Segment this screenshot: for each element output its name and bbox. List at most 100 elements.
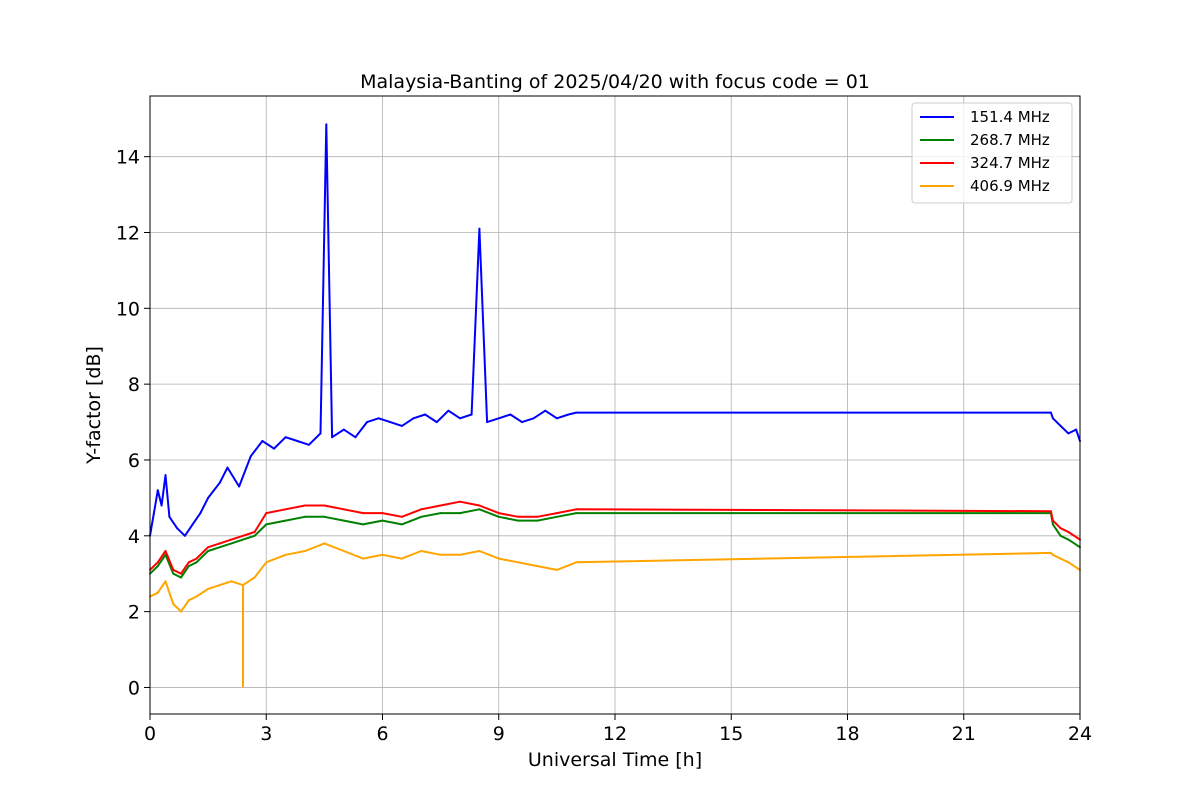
- data-point-268-7-mhz: [381, 519, 384, 522]
- data-point-324-7-mhz: [230, 538, 233, 541]
- y-tick-label: 14: [116, 147, 140, 169]
- data-point-151-4-mhz: [412, 417, 415, 420]
- series-line-268-7-mhz: [149, 508, 1081, 579]
- data-point-324-7-mhz: [1067, 531, 1070, 533]
- data-point-406-9-mhz: [517, 561, 520, 564]
- data-point-324-7-mhz: [164, 550, 167, 552]
- data-point-268-7-mhz: [323, 515, 326, 518]
- data-point-151-4-mhz: [261, 440, 264, 442]
- data-point-151-4-mhz: [1075, 428, 1078, 431]
- data-point-151-4-mhz: [152, 512, 155, 515]
- data-point-151-4-mhz: [331, 436, 334, 439]
- data-point-268-7-mhz: [242, 538, 244, 541]
- data-point-268-7-mhz: [420, 515, 423, 518]
- x-tick-label: 0: [144, 723, 156, 745]
- data-point-268-7-mhz: [497, 515, 500, 518]
- data-point-406-9-mhz: [439, 553, 442, 556]
- data-point-268-7-mhz: [517, 519, 520, 522]
- x-tick-label: 9: [493, 723, 505, 745]
- data-point-406-9-mhz: [1059, 557, 1062, 560]
- data-point-151-4-mhz: [307, 443, 310, 446]
- legend: 151.4 MHz 268.7 MHz 324.7 MHz 406.9 MHz: [911, 102, 1073, 204]
- data-point-324-7-mhz: [304, 504, 306, 507]
- y-tick-label: 4: [128, 526, 140, 548]
- data-point-324-7-mhz: [381, 512, 384, 515]
- data-point-151-4-mhz: [575, 411, 578, 414]
- data-point-151-4-mhz: [273, 447, 275, 450]
- data-point-151-4-mhz: [400, 424, 403, 427]
- y-tick-label: 2: [128, 602, 140, 624]
- series-line-324-7-mhz: [149, 500, 1081, 575]
- data-point-406-9-mhz: [187, 599, 190, 602]
- data-point-151-4-mhz: [354, 436, 357, 439]
- data-point-406-9-mhz: [575, 561, 578, 564]
- data-point-268-7-mhz: [304, 515, 306, 518]
- data-point-151-4-mhz: [191, 523, 194, 526]
- data-point-406-9-mhz: [1051, 553, 1054, 556]
- data-point-151-4-mhz: [183, 534, 186, 537]
- data-point-151-4-mhz: [342, 428, 345, 431]
- data-point-151-4-mhz: [199, 512, 202, 515]
- data-point-324-7-mhz: [1051, 519, 1054, 522]
- data-point-268-7-mhz: [207, 550, 210, 552]
- data-point-324-7-mhz: [342, 508, 345, 511]
- data-point-406-9-mhz: [420, 550, 423, 552]
- legend-label-406-mhz: 406.9 MHz: [970, 177, 1050, 195]
- data-point-151-4-mhz: [160, 504, 163, 507]
- data-point-268-7-mhz: [180, 576, 182, 579]
- data-point-324-7-mhz: [555, 512, 558, 515]
- data-point-324-7-mhz: [253, 531, 256, 533]
- data-point-268-7-mhz: [400, 523, 403, 526]
- data-point-268-7-mhz: [218, 546, 221, 549]
- data-point-324-7-mhz: [180, 572, 182, 575]
- chart-title: Malaysia-Banting of 2025/04/20 with focu…: [360, 71, 870, 93]
- data-point-324-7-mhz: [420, 508, 423, 511]
- data-point-151-4-mhz: [544, 409, 547, 412]
- data-point-406-9-mhz: [362, 557, 365, 560]
- data-point-151-4-mhz: [377, 417, 380, 420]
- data-point-406-9-mhz: [265, 561, 268, 564]
- data-point-324-7-mhz: [265, 512, 268, 515]
- y-tick-label: 10: [116, 298, 140, 320]
- data-point-324-7-mhz: [156, 561, 159, 564]
- x-tick-label: 18: [835, 723, 859, 745]
- data-point-268-7-mhz: [575, 512, 578, 515]
- data-point-406-9-mhz: [497, 557, 500, 560]
- data-point-324-7-mhz: [242, 534, 244, 537]
- legend-box: [911, 102, 1073, 204]
- data-point-324-7-mhz: [218, 542, 221, 545]
- data-point-151-4-mhz: [447, 409, 450, 412]
- data-point-324-7-mhz: [439, 504, 442, 507]
- data-point-406-9-mhz: [218, 584, 221, 587]
- data-point-268-7-mhz: [253, 534, 256, 537]
- legend-label-151-mhz: 151.4 MHz: [970, 108, 1050, 126]
- data-point-151-4-mhz: [319, 432, 322, 435]
- data-point-268-7-mhz: [1067, 538, 1070, 541]
- data-point-324-7-mhz: [172, 568, 175, 571]
- data-point-324-7-mhz: [1049, 510, 1052, 513]
- data-point-268-7-mhz: [187, 565, 190, 568]
- data-point-151-4-mhz: [296, 440, 299, 442]
- data-point-151-4-mhz: [164, 474, 167, 477]
- data-point-268-7-mhz: [1051, 523, 1054, 526]
- data-point-406-9-mhz: [323, 542, 326, 545]
- x-tick-label: 15: [719, 723, 743, 745]
- data-point-268-7-mhz: [342, 519, 345, 522]
- data-point-151-4-mhz: [1049, 411, 1052, 414]
- data-point-268-7-mhz: [156, 565, 159, 568]
- data-point-406-9-mhz: [400, 557, 403, 560]
- x-tick-label: 3: [260, 723, 272, 745]
- data-point-406-9-mhz: [164, 580, 167, 583]
- data-point-268-7-mhz: [195, 561, 198, 564]
- data-point-151-4-mhz: [435, 421, 438, 424]
- data-point-151-4-mhz: [325, 123, 328, 126]
- data-point-151-4-mhz: [555, 417, 558, 420]
- data-point-268-7-mhz: [172, 572, 175, 575]
- data-point-151-4-mhz: [509, 413, 512, 416]
- data-point-406-9-mhz: [180, 610, 182, 613]
- data-point-324-7-mhz: [187, 561, 190, 564]
- data-point-151-4-mhz: [497, 417, 500, 420]
- data-point-151-4-mhz: [156, 489, 159, 492]
- data-point-324-7-mhz: [497, 512, 500, 515]
- y-tick-label: 12: [116, 222, 140, 244]
